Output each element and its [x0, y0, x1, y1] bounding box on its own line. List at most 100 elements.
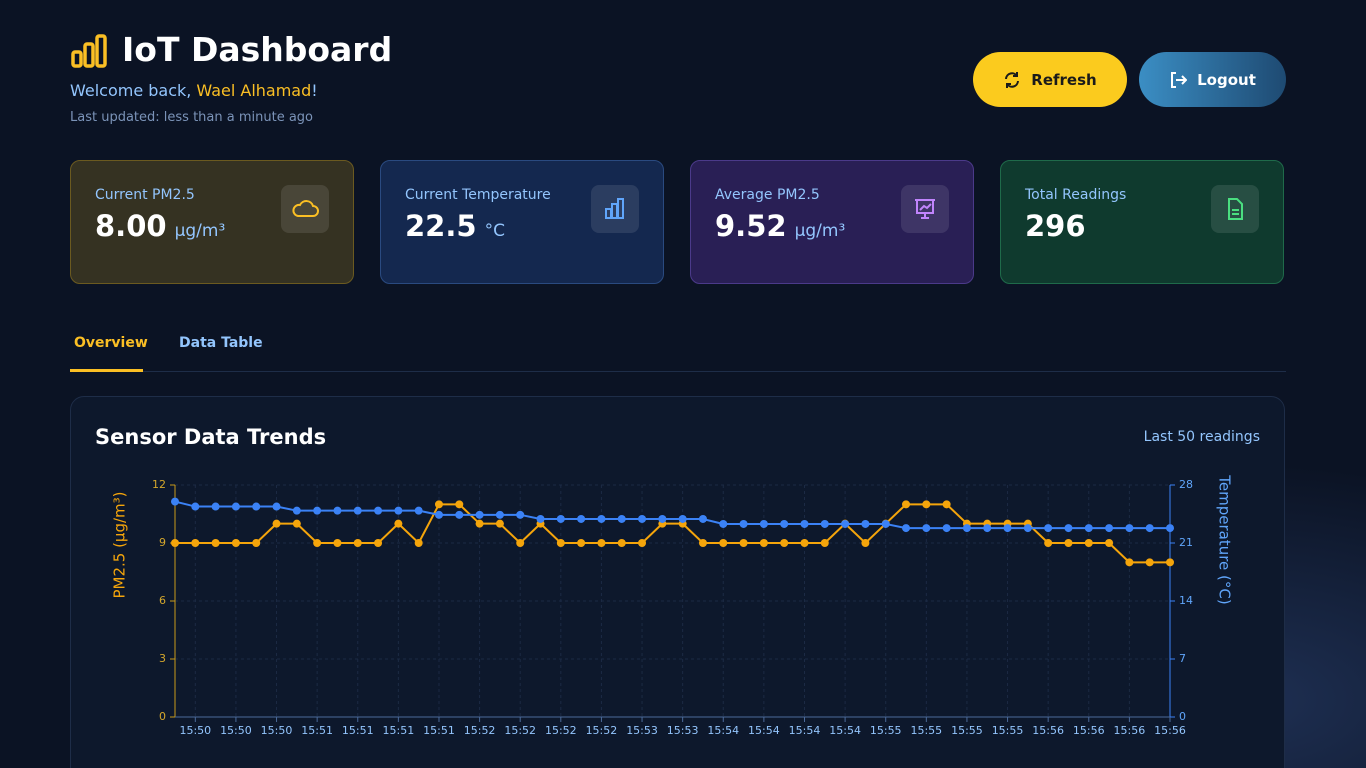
tab-table[interactable]: Data Table [179, 335, 263, 351]
point [211, 539, 220, 547]
point [333, 539, 342, 547]
point [1064, 524, 1073, 533]
point [983, 524, 992, 533]
point [292, 506, 301, 515]
card-value: 296 [1025, 209, 1086, 243]
card-value: 9.52 μg/m³ [715, 209, 845, 243]
x-tick-label: 15:56 [1154, 724, 1186, 737]
card-value: 22.5 °C [405, 209, 505, 243]
value: 296 [1025, 209, 1086, 243]
point [922, 524, 931, 533]
tab-underline [70, 369, 143, 372]
x-tick-label: 15:55 [951, 724, 983, 737]
point [1084, 524, 1093, 533]
x-tick-label: 15:52 [545, 724, 577, 737]
point [1125, 558, 1134, 567]
point [1166, 524, 1174, 533]
logout-label: Logout [1197, 70, 1256, 89]
point [597, 539, 606, 547]
x-tick-label: 15:52 [504, 724, 536, 737]
point [638, 539, 647, 547]
x-tick-label: 15:54 [789, 724, 821, 737]
welcome: Welcome back, Wael Alhamad! [70, 81, 318, 100]
y-tick-label: 0 [159, 710, 166, 723]
point [780, 519, 789, 528]
welcome-text: Welcome back, [70, 81, 192, 100]
point [1003, 524, 1012, 533]
point [617, 539, 626, 547]
point [1105, 539, 1114, 547]
tab-divider [70, 371, 1286, 372]
x-tick-label: 15:55 [910, 724, 942, 737]
point [1145, 558, 1154, 567]
point [759, 539, 768, 547]
point [414, 506, 423, 515]
x-tick-label: 15:51 [423, 724, 455, 737]
point [313, 539, 322, 547]
point [414, 539, 423, 547]
point [719, 539, 728, 547]
point [272, 502, 281, 511]
user-name: Wael Alhamad [196, 81, 312, 100]
y2-tick-label: 14 [1179, 594, 1193, 607]
point [272, 519, 281, 528]
y-tick-label: 6 [159, 594, 166, 607]
icon-box [281, 185, 329, 233]
x-tick-label: 15:53 [667, 724, 699, 737]
point [516, 510, 525, 519]
point [922, 500, 931, 509]
point [333, 506, 342, 515]
x-tick-label: 15:52 [586, 724, 618, 737]
point [577, 539, 586, 547]
point [536, 514, 545, 523]
value: 8.00 [95, 209, 167, 243]
chart-icon [915, 199, 935, 219]
point [820, 519, 829, 528]
x-tick-label: 15:56 [1114, 724, 1146, 737]
title: IoT Dashboard [122, 30, 393, 69]
point [1166, 558, 1174, 567]
card-temp: Current Temperature 22.5 °C [380, 160, 664, 284]
card-total: Total Readings 296 [1000, 160, 1284, 284]
point [231, 502, 240, 511]
x-tick-label: 15:56 [1032, 724, 1064, 737]
point [1044, 524, 1053, 533]
point [191, 539, 200, 547]
card-avg: Average PM2.5 9.52 μg/m³ [690, 160, 974, 284]
x-tick-label: 15:55 [992, 724, 1024, 737]
x-tick-label: 15:54 [707, 724, 739, 737]
y-tick-label: 3 [159, 652, 166, 665]
point [475, 510, 484, 519]
point [292, 519, 301, 528]
point [658, 514, 667, 523]
point [313, 506, 322, 515]
point [171, 497, 179, 506]
panel-note: Last 50 readings [1143, 429, 1260, 445]
point [739, 539, 748, 547]
point [394, 519, 403, 528]
point [800, 519, 809, 528]
point [881, 519, 890, 528]
refresh-button[interactable]: Refresh [973, 52, 1127, 107]
unit: μg/m³ [174, 221, 226, 241]
point [231, 539, 240, 547]
x-tick-label: 15:53 [626, 724, 658, 737]
unit: °C [484, 221, 505, 241]
card-pm25: Current PM2.5 8.00 μg/m³ [70, 160, 354, 284]
card-label: Average PM2.5 [715, 187, 820, 203]
point [252, 502, 261, 511]
icon-box [1211, 185, 1259, 233]
point [455, 500, 464, 509]
point [353, 506, 362, 515]
tab-overview[interactable]: Overview [74, 335, 148, 351]
logout-icon [1171, 71, 1188, 88]
point [374, 539, 383, 547]
point [556, 539, 565, 547]
point [617, 514, 626, 523]
logout-button[interactable]: Logout [1139, 52, 1286, 107]
point [800, 539, 809, 547]
refresh-label: Refresh [1031, 70, 1097, 89]
point [759, 519, 768, 528]
point [1084, 539, 1093, 547]
